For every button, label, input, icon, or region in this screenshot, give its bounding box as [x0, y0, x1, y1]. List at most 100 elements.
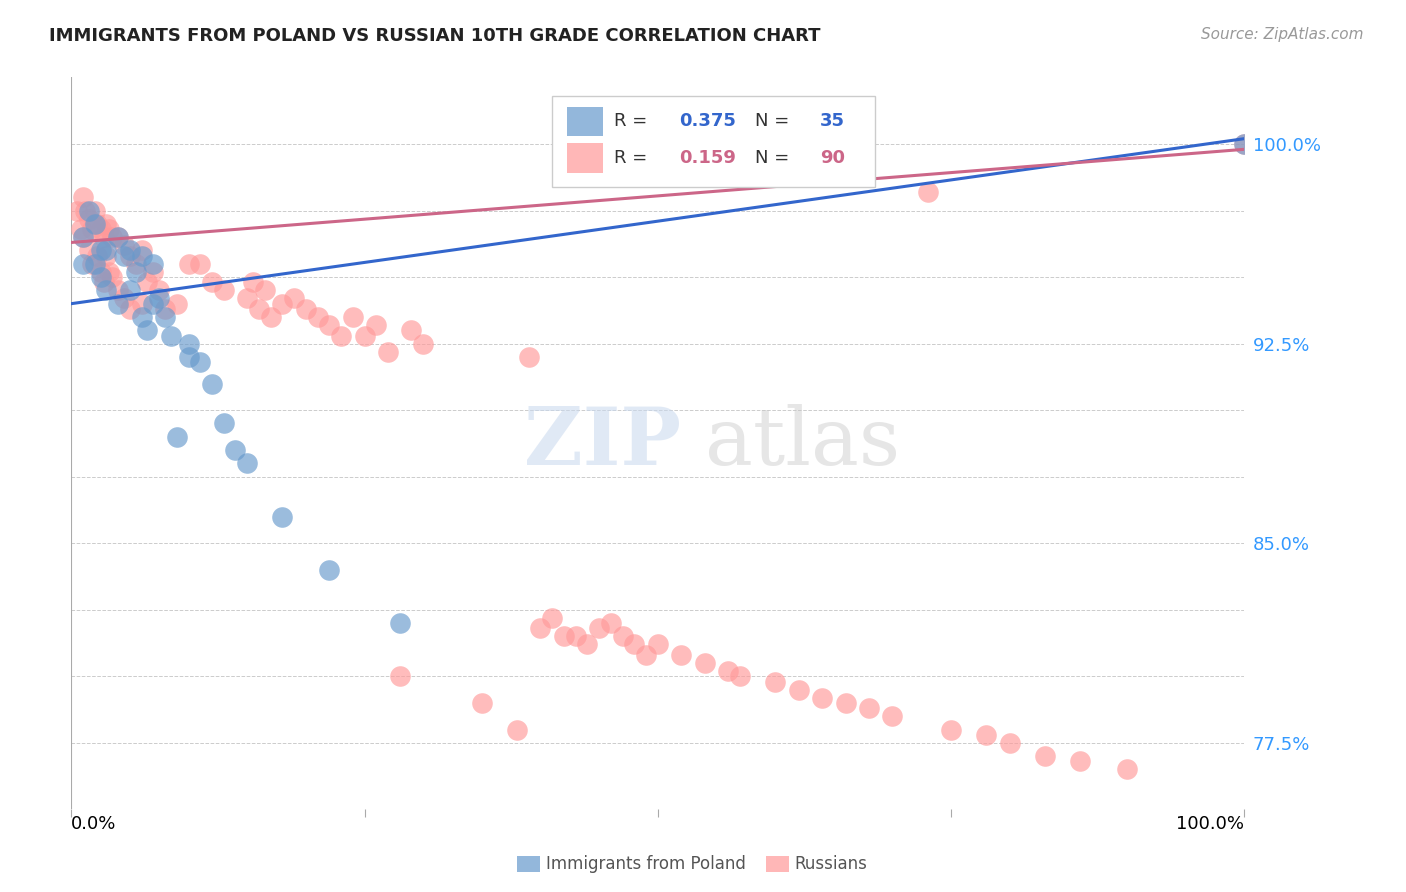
Point	[83, 203, 105, 218]
Point	[160, 328, 183, 343]
Point	[834, 696, 856, 710]
Point	[118, 301, 141, 316]
Point	[107, 230, 129, 244]
Point	[541, 611, 564, 625]
Point	[90, 270, 112, 285]
Point	[69, 222, 91, 236]
Point	[242, 276, 264, 290]
Point	[93, 276, 115, 290]
Point	[939, 723, 962, 737]
Point	[177, 257, 200, 271]
Point	[77, 211, 100, 226]
FancyBboxPatch shape	[568, 107, 603, 136]
Point	[917, 185, 939, 199]
Point	[125, 257, 148, 271]
Point	[131, 296, 153, 310]
Text: 0.159: 0.159	[679, 149, 735, 167]
Point	[153, 310, 176, 324]
Point	[112, 291, 135, 305]
Point	[112, 249, 135, 263]
Point	[1033, 749, 1056, 764]
Point	[388, 616, 411, 631]
Point	[131, 244, 153, 258]
Point	[188, 257, 211, 271]
FancyBboxPatch shape	[553, 95, 875, 187]
Point	[107, 296, 129, 310]
Point	[787, 682, 810, 697]
Point	[83, 217, 105, 231]
Point	[728, 669, 751, 683]
Text: 35: 35	[820, 112, 845, 130]
Text: Immigrants from Poland: Immigrants from Poland	[546, 855, 745, 873]
Point	[86, 217, 108, 231]
Point	[142, 265, 165, 279]
Point	[271, 296, 294, 310]
Point	[271, 509, 294, 524]
Point	[212, 284, 235, 298]
Point	[101, 230, 124, 244]
Point	[974, 728, 997, 742]
Text: IMMIGRANTS FROM POLAND VS RUSSIAN 10TH GRADE CORRELATION CHART: IMMIGRANTS FROM POLAND VS RUSSIAN 10TH G…	[49, 27, 821, 45]
Point	[318, 318, 340, 332]
Point	[1233, 136, 1256, 151]
Point	[97, 265, 120, 279]
Point	[671, 648, 693, 662]
Point	[142, 296, 165, 310]
Point	[101, 270, 124, 285]
Point	[260, 310, 283, 324]
Point	[136, 276, 159, 290]
Text: atlas: atlas	[704, 404, 900, 483]
Point	[318, 563, 340, 577]
Text: R =: R =	[614, 112, 654, 130]
Point	[166, 430, 188, 444]
Point	[1116, 763, 1139, 777]
Point	[97, 222, 120, 236]
Point	[253, 284, 276, 298]
Point	[96, 284, 118, 298]
Point	[623, 637, 645, 651]
Point	[188, 355, 211, 369]
Point	[83, 257, 105, 271]
Point	[107, 284, 129, 298]
Point	[96, 217, 118, 231]
Point	[647, 637, 669, 651]
Point	[224, 443, 246, 458]
Point	[295, 301, 318, 316]
Point	[131, 310, 153, 324]
Point	[377, 344, 399, 359]
Point	[636, 648, 658, 662]
Point	[717, 664, 740, 678]
Point	[236, 291, 259, 305]
Point	[118, 244, 141, 258]
Point	[177, 350, 200, 364]
Point	[77, 244, 100, 258]
Point	[66, 203, 89, 218]
Point	[72, 230, 94, 244]
Text: R =: R =	[614, 149, 654, 167]
Point	[858, 701, 880, 715]
Point	[136, 323, 159, 337]
Point	[90, 222, 112, 236]
Point	[212, 417, 235, 431]
Text: Russians: Russians	[794, 855, 868, 873]
Point	[612, 629, 634, 643]
Point	[118, 249, 141, 263]
Point	[77, 203, 100, 218]
Point	[90, 265, 112, 279]
Point	[401, 323, 423, 337]
Point	[1069, 755, 1091, 769]
Point	[112, 238, 135, 252]
Point	[564, 629, 586, 643]
Point	[201, 376, 224, 391]
Point	[998, 736, 1021, 750]
Point	[307, 310, 329, 324]
Point	[342, 310, 364, 324]
Text: 0.375: 0.375	[679, 112, 735, 130]
Text: 0.0%: 0.0%	[72, 814, 117, 833]
Text: 100.0%: 100.0%	[1177, 814, 1244, 833]
Point	[283, 291, 305, 305]
Point	[82, 257, 104, 271]
Point	[247, 301, 270, 316]
Text: ZIP: ZIP	[524, 404, 682, 483]
Text: N =: N =	[755, 112, 796, 130]
